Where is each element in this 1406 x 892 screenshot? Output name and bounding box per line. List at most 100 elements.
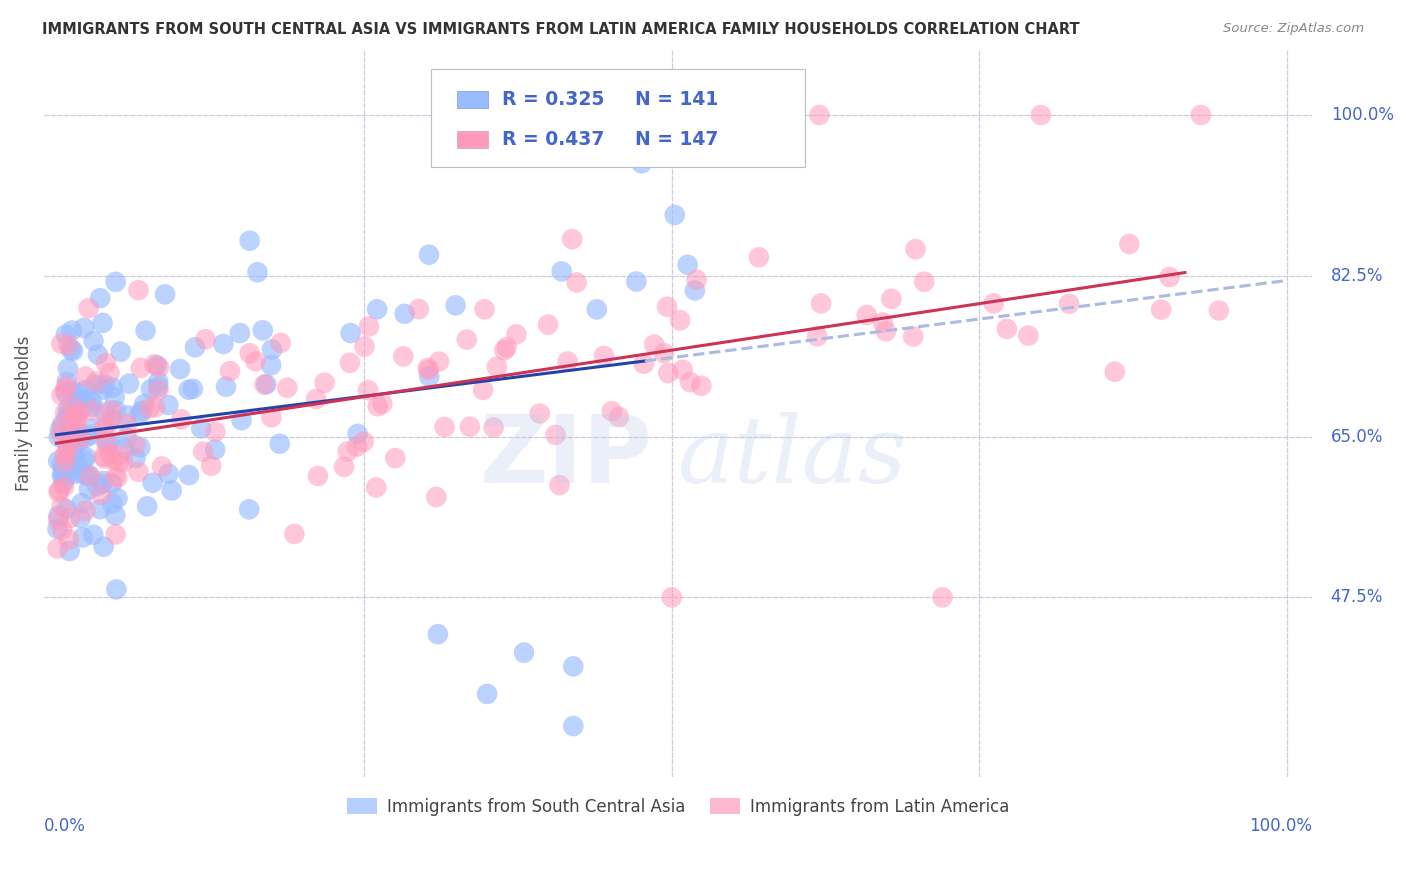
Point xyxy=(67,435,90,450)
Point xyxy=(505,327,527,342)
Point xyxy=(100,476,122,491)
Point xyxy=(148,375,170,389)
Point xyxy=(346,426,368,441)
Point xyxy=(433,420,456,434)
Point xyxy=(75,369,97,384)
Point xyxy=(104,390,127,404)
Point xyxy=(55,379,77,393)
Point xyxy=(875,324,897,338)
Point xyxy=(607,409,630,424)
Point xyxy=(51,457,73,471)
Point xyxy=(62,343,84,358)
Point xyxy=(66,433,89,447)
Point xyxy=(357,383,380,397)
Text: 65.0%: 65.0% xyxy=(1330,427,1384,446)
Point xyxy=(56,375,79,389)
Point xyxy=(1017,328,1039,343)
Point xyxy=(107,491,129,505)
Point xyxy=(127,283,149,297)
Point xyxy=(100,410,122,425)
Point xyxy=(169,362,191,376)
Point xyxy=(66,421,89,435)
Point xyxy=(118,376,141,391)
Point xyxy=(51,336,73,351)
Point xyxy=(418,248,440,262)
Point xyxy=(84,375,107,389)
Point xyxy=(72,530,94,544)
Point xyxy=(672,363,695,377)
Point xyxy=(983,296,1005,310)
Point xyxy=(51,468,73,483)
Point xyxy=(98,436,121,450)
Point xyxy=(238,502,260,516)
Point xyxy=(62,401,84,416)
Point xyxy=(65,400,87,414)
Point xyxy=(77,467,100,482)
Point xyxy=(1104,365,1126,379)
Point xyxy=(333,459,356,474)
FancyBboxPatch shape xyxy=(457,91,488,108)
Point xyxy=(630,156,652,170)
Point xyxy=(239,346,262,360)
Point xyxy=(160,483,183,498)
Point xyxy=(91,383,114,397)
Point xyxy=(80,403,103,417)
Point xyxy=(676,258,699,272)
Point xyxy=(62,460,84,475)
Point xyxy=(200,458,222,473)
Text: Source: ZipAtlas.com: Source: ZipAtlas.com xyxy=(1223,22,1364,36)
Point xyxy=(593,349,616,363)
Point xyxy=(77,483,100,497)
Point xyxy=(66,425,89,440)
Point xyxy=(177,468,200,483)
Point xyxy=(904,242,927,256)
Point xyxy=(62,448,84,462)
Point xyxy=(339,326,361,340)
Point xyxy=(104,403,127,417)
Text: 82.5%: 82.5% xyxy=(1330,267,1384,285)
Point xyxy=(52,475,75,490)
Point xyxy=(105,582,128,597)
Point xyxy=(371,397,394,411)
Point xyxy=(808,108,831,122)
Point xyxy=(59,544,82,558)
Text: R = 0.325: R = 0.325 xyxy=(502,90,605,109)
Point xyxy=(495,340,517,354)
Text: 47.5%: 47.5% xyxy=(1330,589,1384,607)
Point xyxy=(131,404,153,418)
Point xyxy=(669,313,692,327)
Point xyxy=(806,329,828,343)
Y-axis label: Family Households: Family Households xyxy=(15,336,32,491)
Point xyxy=(60,384,83,399)
Point xyxy=(283,527,305,541)
Point xyxy=(98,447,121,461)
Point xyxy=(90,488,112,502)
Point xyxy=(73,321,96,335)
Point xyxy=(679,375,702,389)
Point xyxy=(458,419,481,434)
Point xyxy=(626,275,648,289)
Point xyxy=(48,485,70,500)
Point xyxy=(124,438,146,452)
Point xyxy=(132,397,155,411)
Point xyxy=(245,354,267,368)
Point xyxy=(66,405,89,419)
Point xyxy=(657,366,679,380)
Point xyxy=(51,427,73,442)
Point xyxy=(418,363,440,377)
Point xyxy=(456,333,478,347)
Point xyxy=(96,434,118,449)
Point xyxy=(53,456,76,470)
Point xyxy=(129,361,152,376)
Point xyxy=(67,407,90,421)
Text: ZIP: ZIP xyxy=(479,411,652,503)
Point xyxy=(426,627,449,641)
Point xyxy=(1208,303,1230,318)
Point xyxy=(307,469,329,483)
Point xyxy=(70,496,93,510)
Point xyxy=(260,410,283,425)
Point xyxy=(91,474,114,488)
Point xyxy=(58,441,80,455)
Text: 100.0%: 100.0% xyxy=(1249,816,1312,835)
Point xyxy=(110,344,132,359)
